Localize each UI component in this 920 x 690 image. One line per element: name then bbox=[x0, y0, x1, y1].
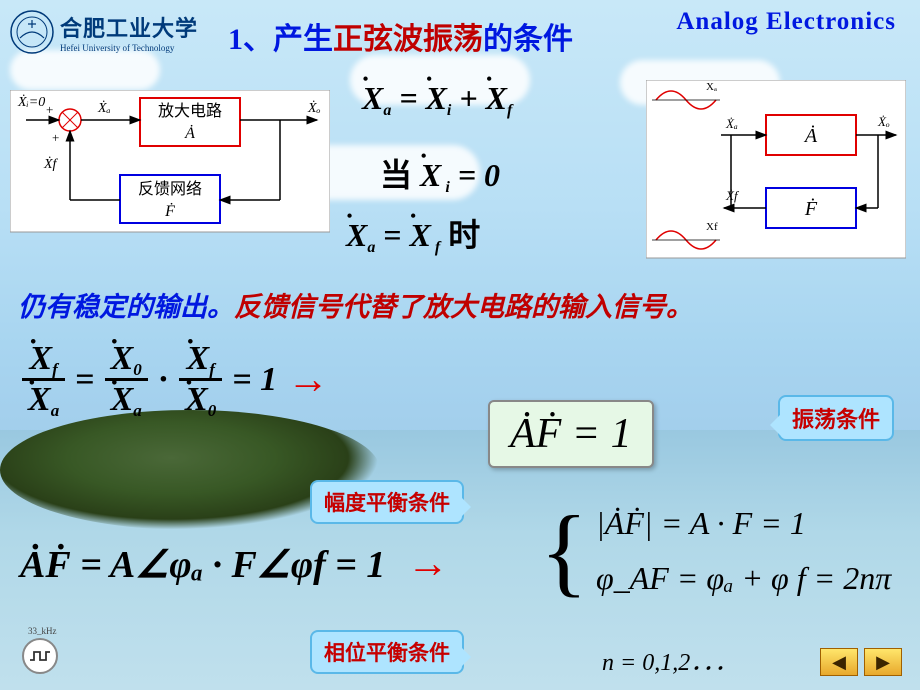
eq1-sub-i: i bbox=[447, 102, 451, 119]
university-logo: 合肥工业大学 Hefei University of Technology bbox=[10, 10, 198, 54]
svg-text:Ẋₒ: Ẋₒ bbox=[877, 114, 890, 129]
logo-cn-text: 合肥工业大学 bbox=[60, 11, 198, 43]
eq-plus: + bbox=[459, 80, 485, 116]
svg-text:Ẋₐ: Ẋₐ bbox=[97, 100, 111, 116]
eq3-suffix: 时 bbox=[448, 217, 480, 253]
prev-button[interactable]: ◀ bbox=[820, 648, 858, 676]
brace-conditions: { |ȦḞ| = A · F = 1 φ_AF = φₐ + φ f = 2nπ bbox=[540, 505, 891, 597]
af-angle-equation: ȦḞ = A∠φₐ · F∠φf = 1 → bbox=[20, 540, 449, 588]
phase-sum-condition: φ_AF = φₐ + φ f = 2nπ bbox=[596, 560, 891, 597]
callout-oscillation: 振荡条件 bbox=[778, 395, 894, 441]
title-prefix: 产生 bbox=[273, 23, 333, 56]
brace-icon: { bbox=[540, 511, 588, 591]
svg-text:Ḟ: Ḟ bbox=[804, 197, 818, 220]
svg-text:反馈网络: 反馈网络 bbox=[138, 179, 202, 198]
course-label: Analog Electronics bbox=[676, 8, 896, 36]
arrow-icon: → bbox=[287, 356, 329, 404]
cloud bbox=[10, 50, 160, 90]
block-diagram-right: Xₐ Xf Ȧ Ḟ Ẋₐ Ẋₒ Ẋf bbox=[646, 80, 906, 260]
sentence-red: 反馈信号代替了放大电路的输入信号。 bbox=[234, 292, 693, 322]
eq2-rhs: = 0 bbox=[458, 157, 500, 193]
callout-phase: 相位平衡条件 bbox=[310, 630, 464, 674]
next-button[interactable]: ▶ bbox=[864, 648, 902, 676]
eq1-sub-a: a bbox=[383, 102, 391, 119]
eq1-sub-f: f bbox=[507, 102, 512, 119]
equation-xaxf: Xa = X f 时 bbox=[346, 210, 480, 256]
svg-text:Xf: Xf bbox=[706, 221, 718, 233]
eq3-sub-a: a bbox=[367, 239, 375, 256]
logo-icon bbox=[10, 10, 54, 54]
fraction-equation: Xf Xa = X0 Xa · Xf X0 = 1 → bbox=[22, 340, 329, 419]
slide-title: 1、产生正弦波振荡的条件 bbox=[228, 14, 573, 58]
svg-text:Ẋₐ: Ẋₐ bbox=[725, 116, 738, 131]
eq3-eq: = bbox=[383, 217, 409, 253]
pulse-icon[interactable] bbox=[22, 638, 58, 674]
eq2-prefix: 当 bbox=[380, 157, 420, 193]
block-diagram-left: Ẋᵢ=0 + + Ẋₐ Ẋf Ẋₒ 放大电路 Ȧ 反馈网络 Ḟ bbox=[10, 90, 330, 240]
svg-text:Xₐ: Xₐ bbox=[706, 81, 717, 93]
callout-amplitude: 幅度平衡条件 bbox=[310, 480, 464, 524]
n-values: n = 0,1,2．．． bbox=[602, 642, 738, 677]
equation-xi0: 当 X i = 0 bbox=[380, 150, 500, 196]
title-suffix: 的条件 bbox=[483, 23, 573, 56]
eq2-sub: i bbox=[441, 179, 449, 196]
svg-text:Ḟ: Ḟ bbox=[164, 202, 175, 220]
svg-text:Ȧ: Ȧ bbox=[184, 124, 195, 142]
eq-equals: = bbox=[399, 80, 425, 116]
diag1-xi-label: Ẋᵢ=0 bbox=[17, 94, 45, 110]
af-equals-1-box: ȦḞ = 1 bbox=[488, 400, 654, 468]
magnitude-condition: |ȦḞ| = A · F = 1 bbox=[596, 505, 891, 542]
svg-text:Ẋₒ: Ẋₒ bbox=[307, 100, 321, 116]
title-red: 正弦波振荡 bbox=[333, 23, 483, 56]
sentence-blue: 仍有稳定的输出。 bbox=[18, 292, 234, 322]
svg-text:放大电路: 放大电路 bbox=[158, 102, 222, 120]
freq-label: 33_kHz bbox=[28, 626, 57, 636]
body-sentence: 仍有稳定的输出。反馈信号代替了放大电路的输入信号。 bbox=[18, 285, 693, 324]
nav-buttons: ◀ ▶ bbox=[820, 648, 902, 676]
svg-text:Ẋf: Ẋf bbox=[43, 156, 59, 172]
svg-text:+: + bbox=[46, 102, 53, 117]
svg-text:+: + bbox=[52, 130, 59, 145]
arrow-icon: → bbox=[407, 541, 449, 587]
frac-result: = 1 bbox=[232, 361, 277, 399]
svg-text:Ȧ: Ȧ bbox=[803, 124, 818, 147]
logo-en-text: Hefei University of Technology bbox=[60, 43, 198, 53]
eq3-sub-f: f bbox=[431, 239, 440, 256]
title-number: 1、 bbox=[228, 23, 273, 56]
equation-xa: Xa = Xi + Xf bbox=[362, 80, 512, 117]
